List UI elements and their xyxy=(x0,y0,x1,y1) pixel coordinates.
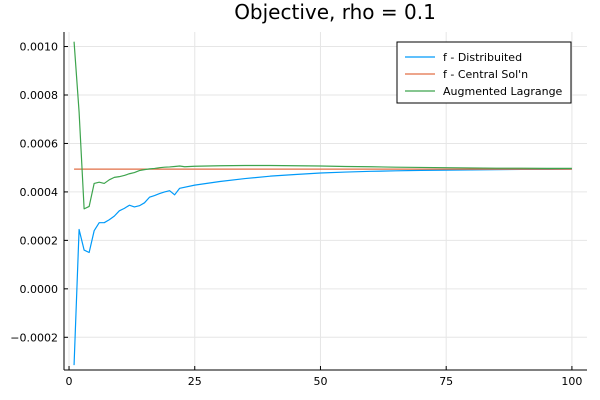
series-line-1 xyxy=(73,168,572,366)
legend-label-1: f - Distribuited xyxy=(443,51,522,64)
y-tick-label: 0.0010 xyxy=(20,41,59,54)
y-tick-label: −0.0002 xyxy=(10,331,58,344)
legend: f - Distribuited f - Central Sol'n Augment… xyxy=(396,41,572,104)
axes xyxy=(63,32,587,371)
x-tick-label: 25 xyxy=(188,375,202,388)
y-tick-label: 0.0002 xyxy=(20,234,59,247)
x-tick-label: 0 xyxy=(66,375,73,388)
legend-label-2: f - Central Sol'n xyxy=(443,68,528,81)
x-tick-label: 75 xyxy=(439,375,453,388)
y-tick-label: 0.0004 xyxy=(20,186,59,199)
y-tick-label: 0.0008 xyxy=(20,89,59,102)
x-tick-label: 100 xyxy=(561,375,582,388)
series-lines xyxy=(73,41,572,366)
x-tick-label: 50 xyxy=(313,375,327,388)
grid-lines xyxy=(64,32,587,370)
series-line-3 xyxy=(73,41,572,210)
legend-label-3: Augmented Lagrange xyxy=(443,85,563,98)
y-tick-label: 0.0006 xyxy=(20,137,59,150)
y-tick-label: 0.0000 xyxy=(20,283,59,296)
legend-box xyxy=(396,41,572,104)
tick-labels: 0 25 50 75 100 −0.0002 0.0000 0.0002 0.0004 0.000… xyxy=(10,41,582,388)
chart-title: Objective, rho = 0.1 xyxy=(234,0,436,24)
